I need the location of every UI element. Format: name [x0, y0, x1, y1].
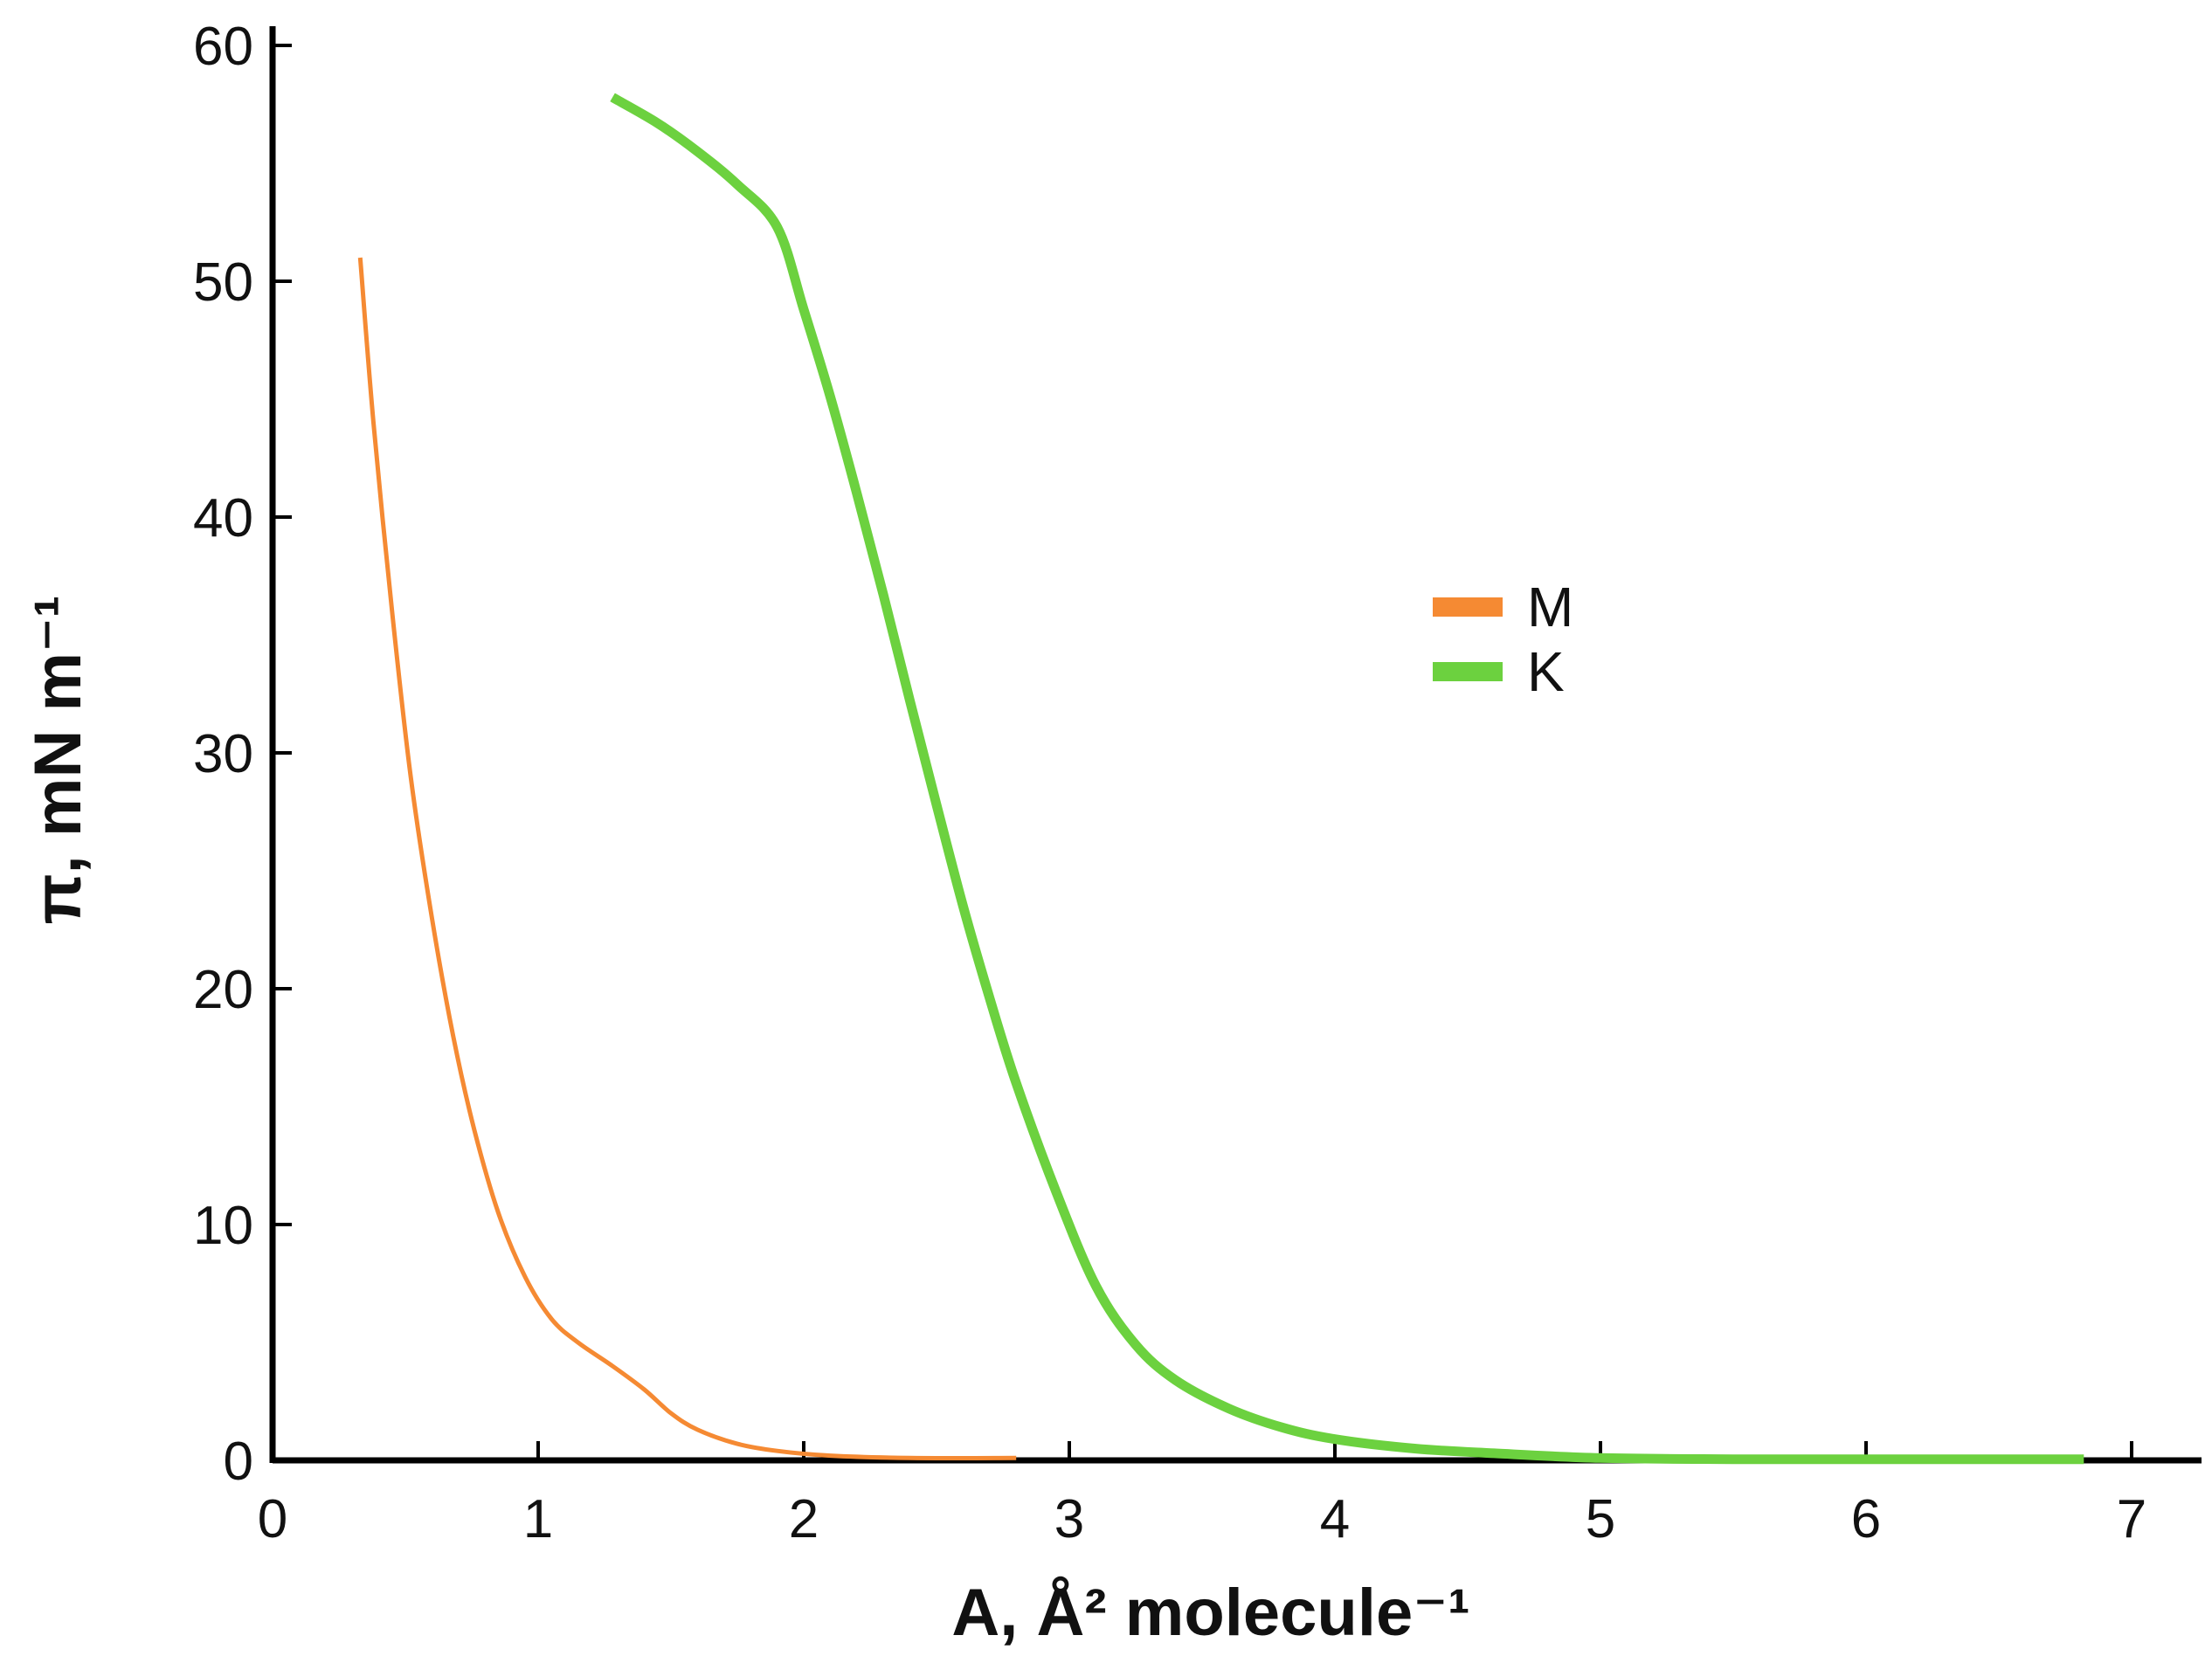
y-tick-label: 20: [193, 960, 253, 1020]
x-tick-label: 1: [523, 1489, 553, 1549]
x-tick-label: 7: [2117, 1489, 2146, 1549]
x-tick-label: 0: [258, 1489, 287, 1549]
legend-label-k: K: [1527, 640, 1565, 703]
x-axis-title: A, Å² molecule⁻¹: [951, 1576, 1469, 1650]
y-tick-label: 10: [193, 1196, 253, 1256]
y-tick-label: 0: [224, 1432, 253, 1492]
x-tick-label: 3: [1054, 1489, 1084, 1549]
x-tick-label: 6: [1851, 1489, 1881, 1549]
series-line-m: [357, 257, 1017, 1461]
y-tick-label: 50: [193, 252, 253, 313]
series-line-k: [610, 93, 2084, 1465]
legend-label-m: M: [1527, 576, 1573, 638]
y-tick-label: 40: [193, 488, 253, 549]
x-tick-label: 4: [1320, 1489, 1350, 1549]
y-axis-title: π, mN m⁻¹: [21, 596, 95, 925]
axes: 0 1 2 3 4 5 6 7 0 10 20 30 40 50 60: [193, 17, 2202, 1549]
y-tick-label: 30: [193, 724, 253, 784]
x-tick-label: 5: [1586, 1489, 1615, 1549]
y-tick-label: 60: [193, 17, 253, 77]
x-ticks: 0 1 2 3 4 5 6 7: [258, 1441, 2146, 1549]
legend: MK: [1433, 576, 1573, 703]
x-tick-label: 2: [789, 1489, 819, 1549]
y-ticks: 0 10 20 30 40 50 60: [193, 17, 292, 1492]
series-group: [357, 93, 2084, 1465]
